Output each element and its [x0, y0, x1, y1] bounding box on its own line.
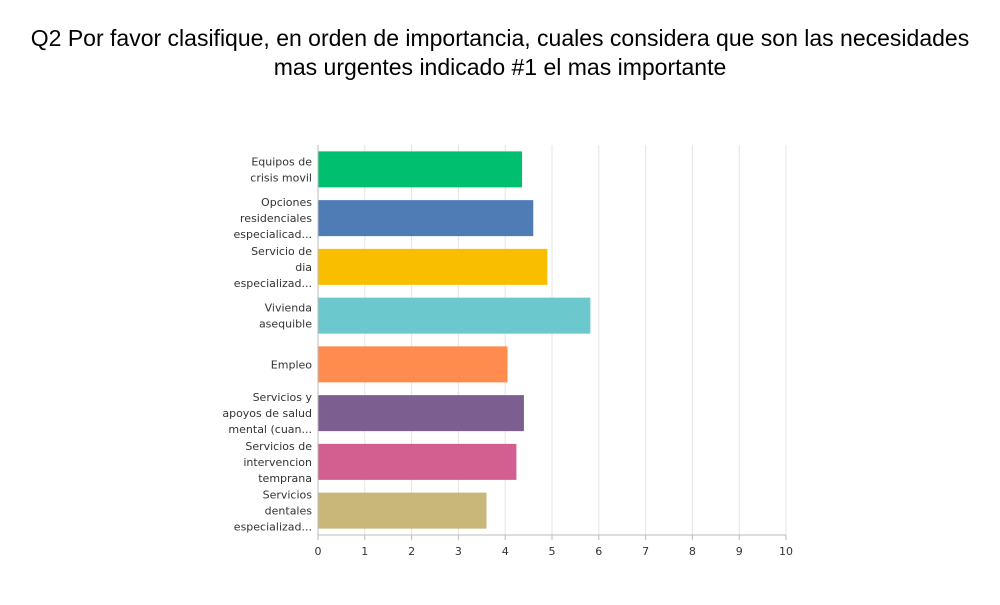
chart-title-line-2: mas urgentes indicado #1 el mas importan… [273, 54, 727, 80]
x-tick-label: 0 [315, 545, 322, 558]
x-tick-label: 7 [642, 545, 649, 558]
category-label-line: especializad... [234, 277, 312, 290]
x-tick-label: 8 [689, 545, 696, 558]
x-tick-label: 5 [549, 545, 556, 558]
category-label-line: Empleo [271, 358, 312, 371]
category-label: Equipos de crisis movil [250, 155, 312, 184]
category-label-line: mental (cuan... [228, 423, 312, 436]
x-tick-label: 6 [595, 545, 602, 558]
category-label-line: apoyos de salud [222, 407, 312, 420]
x-axis: 0 1 2 3 4 5 6 7 8 9 10 [315, 145, 793, 558]
x-tick-label: 4 [502, 545, 509, 558]
x-tick-label: 1 [361, 545, 368, 558]
category-label-line: Servicios de [245, 440, 312, 453]
category-label: Vivienda asequible [259, 302, 312, 331]
x-tick-label: 3 [455, 545, 462, 558]
category-label: Servicios de intervencion temprana [243, 440, 312, 485]
bar [318, 395, 524, 432]
category-label: Opciones residenciales especialicad... [234, 196, 313, 241]
category-label-line: dentales [265, 505, 313, 518]
category-labels: Equipos de crisis movil Opciones residencia… [222, 155, 312, 533]
chart-title: Q2 Por favor clasifique, en orden de imp… [0, 24, 1000, 82]
category-label-line: especialicad... [234, 228, 312, 241]
x-tick-label: 10 [779, 545, 793, 558]
category-label-line: intervencion [243, 456, 312, 469]
bars [318, 151, 591, 529]
x-tick-label: 9 [736, 545, 743, 558]
category-label-line: Servicios [263, 489, 313, 502]
bar [318, 200, 534, 237]
category-label-line: residenciales [240, 212, 312, 225]
category-label-line: Servicios y [253, 391, 313, 404]
category-label: Servicio de dia especializad... [234, 245, 312, 290]
category-label: Servicios y apoyos de salud mental (cuan..… [222, 391, 312, 436]
chart-title-line-1: Q2 Por favor clasifique, en orden de imp… [30, 25, 970, 51]
bar [318, 151, 523, 188]
x-tick-label: 2 [408, 545, 415, 558]
bar [318, 297, 591, 334]
category-label-line: temprana [258, 472, 312, 485]
bar [318, 443, 517, 480]
category-label-line: crisis movil [250, 171, 312, 184]
category-label-line: Equipos de [251, 155, 312, 168]
category-label-line: Opciones [261, 196, 312, 209]
bar [318, 248, 548, 285]
category-label-line: Vivienda [265, 302, 312, 315]
category-label: Empleo [271, 358, 312, 371]
category-label-line: especializad... [234, 521, 312, 534]
category-label-line: dia [295, 261, 312, 274]
category-label-line: Servicio de [251, 245, 312, 258]
category-label-line: asequible [259, 318, 312, 331]
category-label: Servicios dentales especializad... [234, 489, 312, 534]
bar [318, 346, 508, 383]
bar [318, 492, 487, 529]
